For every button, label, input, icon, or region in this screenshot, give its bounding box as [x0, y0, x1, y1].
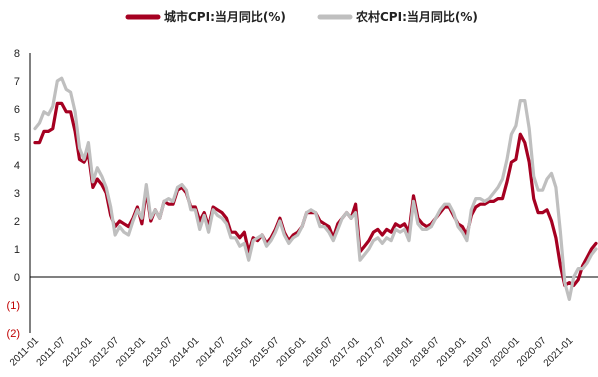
y-tick-label: 3 [14, 188, 20, 200]
series-line-rural-cpi [33, 76, 598, 301]
y-tick-label: 8 [14, 48, 20, 60]
x-tick-labels: 2011-012011-072012-012012-072013-012013-… [8, 335, 576, 369]
y-tick-label: 5 [14, 132, 20, 144]
plot-area [33, 76, 598, 301]
y-tick-label: 2 [14, 216, 20, 228]
y-tick-label: (2) [7, 328, 20, 340]
y-tick-labels: 8 7 6 5 4 3 2 1 0 (1) (2) [7, 48, 20, 340]
y-tick-label: 1 [14, 244, 20, 256]
y-tick-label: 0 [14, 272, 20, 284]
axes [29, 53, 598, 333]
y-tick-label: (1) [7, 300, 20, 312]
x-tick-label: 2021-01 [542, 335, 576, 369]
legend-label-urban: 城市CPI:当月同比(%) [164, 9, 286, 24]
legend: 城市CPI:当月同比(%) 农村CPI:当月同比(%) [125, 9, 478, 24]
y-tick-label: 4 [14, 160, 20, 172]
y-tick-label: 7 [14, 76, 20, 88]
legend-label-rural: 农村CPI:当月同比(%) [355, 9, 478, 24]
y-tick-label: 6 [14, 104, 20, 116]
